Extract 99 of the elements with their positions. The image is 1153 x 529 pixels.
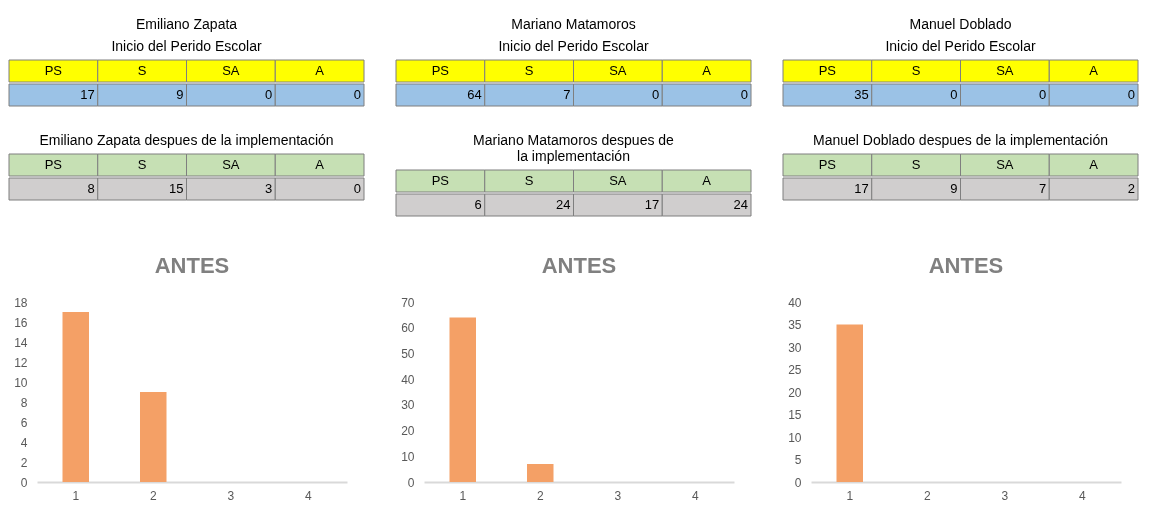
text: Mariano Matamoros despues de la implementación	[473, 131, 675, 164]
data-label: 9	[176, 87, 184, 102]
data-label: 35	[854, 87, 869, 102]
chart-title: ANTES	[928, 253, 1004, 278]
x-tick-label: 1	[846, 488, 854, 503]
data-label: 0	[1039, 87, 1047, 102]
data-label: 17	[854, 181, 869, 196]
category-label: PS	[431, 63, 450, 78]
x-tick-label: 1	[459, 488, 467, 503]
y-tick-label: 30	[788, 340, 802, 355]
category-label: SA	[996, 63, 1014, 78]
data-label: 0	[353, 87, 361, 102]
data-label: 24	[733, 197, 748, 212]
category-label: S	[137, 63, 147, 78]
y-tick-label: 18	[14, 295, 28, 310]
chart-title: ANTES	[154, 253, 230, 278]
data-label: 15	[169, 181, 184, 196]
category-label: PS	[818, 63, 837, 78]
x-tick-label: 2	[149, 488, 157, 503]
category-label: A	[702, 63, 712, 78]
y-tick-label: 8	[20, 395, 28, 410]
x-tick-label: 3	[614, 488, 622, 503]
data-label: 0	[950, 87, 958, 102]
y-tick-label: 12	[14, 355, 28, 370]
category-label: A	[315, 157, 325, 172]
data-label: 9	[950, 181, 958, 196]
x-tick-label: 4	[304, 488, 312, 503]
text: Inicio del Perido Escolar	[111, 37, 262, 54]
data-label: 0	[652, 87, 660, 102]
text: Inicio del Perido Escolar	[498, 37, 649, 54]
category-label: S	[911, 63, 921, 78]
data-label: 2	[1127, 181, 1135, 196]
y-tick-label: 2	[20, 455, 28, 470]
category-label: SA	[609, 63, 627, 78]
category-label: A	[1089, 157, 1099, 172]
y-tick-label: 15	[788, 408, 802, 422]
text: Emiliano Zapata	[135, 15, 238, 32]
y-tick-label: 30	[401, 398, 415, 413]
data-label: 17	[80, 87, 95, 102]
y-tick-label: 20	[401, 424, 415, 439]
category-label: S	[524, 173, 534, 188]
category-label: A	[1089, 63, 1099, 78]
text: Emiliano Zapata despues de la implementación	[39, 131, 334, 148]
text: Mariano Matamoros	[511, 15, 636, 32]
y-tick-label: 35	[788, 318, 802, 332]
y-tick-label: 4	[20, 435, 28, 450]
y-tick-label: 70	[401, 295, 415, 310]
y-tick-label: 0	[794, 475, 802, 490]
y-tick-label: 6	[20, 415, 28, 430]
data-label: 7	[1039, 181, 1047, 196]
category-label: SA	[222, 157, 240, 172]
y-tick-label: 14	[14, 335, 28, 350]
y-tick-label: 10	[788, 430, 802, 445]
category-label: PS	[431, 173, 450, 188]
data-label: 8	[87, 181, 95, 196]
chart-title: ANTES	[541, 253, 617, 278]
y-tick-label: 50	[401, 346, 415, 361]
category-label: PS	[44, 63, 63, 78]
category-label: S	[911, 157, 921, 172]
y-tick-label: 16	[14, 315, 28, 330]
data-label: 6	[474, 197, 482, 212]
x-tick-label: 2	[536, 488, 544, 503]
category-label: SA	[996, 157, 1014, 172]
text: Manuel Doblado despues de la implementación	[813, 131, 1108, 148]
category-label: SA	[609, 173, 627, 188]
y-tick-label: 0	[407, 475, 415, 490]
x-tick-label: 1	[72, 488, 80, 503]
y-tick-label: 25	[788, 363, 802, 377]
y-tick-label: 20	[788, 385, 802, 400]
y-tick-label: 10	[14, 375, 28, 390]
category-label: A	[702, 173, 712, 188]
y-tick-label: 40	[788, 295, 802, 310]
data-label: 24	[556, 197, 571, 212]
category-label: S	[524, 63, 534, 78]
data-label: 3	[265, 181, 273, 196]
y-tick-label: 40	[401, 372, 415, 387]
data-label: 64	[467, 87, 482, 102]
data-label: 0	[740, 87, 748, 102]
data-label: 7	[563, 87, 571, 102]
y-tick-label: 10	[401, 449, 415, 464]
category-label: SA	[222, 63, 240, 78]
x-tick-label: 3	[227, 488, 235, 503]
text: Manuel Doblado	[909, 15, 1012, 32]
category-label: PS	[818, 157, 837, 172]
y-tick-label: 5	[794, 453, 802, 467]
data-label: 17	[644, 197, 660, 212]
data-label: 0	[353, 181, 361, 196]
text: Inicio del Perido Escolar	[885, 37, 1036, 54]
category-label: S	[137, 157, 147, 172]
y-tick-label: 0	[20, 475, 28, 490]
x-tick-label: 2	[923, 488, 931, 503]
category-label: A	[315, 63, 325, 78]
data-label: 0	[265, 87, 273, 102]
x-tick-label: 3	[1001, 488, 1009, 503]
category-label: PS	[44, 157, 63, 172]
y-tick-label: 60	[401, 321, 415, 336]
x-tick-label: 4	[691, 488, 699, 503]
x-tick-label: 4	[1078, 488, 1086, 503]
data-label: 0	[1127, 87, 1135, 102]
